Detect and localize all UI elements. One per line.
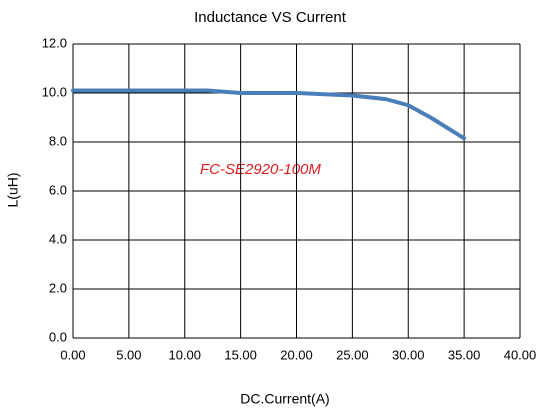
x-tick-label: 40.00 bbox=[504, 347, 537, 362]
line-series bbox=[71, 88, 467, 141]
x-tick-label: 30.00 bbox=[392, 347, 425, 362]
y-tick-label: 8.0 bbox=[49, 133, 67, 148]
x-tick-label: 15.00 bbox=[224, 347, 257, 362]
y-axis-label: L(uH) bbox=[5, 172, 21, 207]
y-tick-label: 2.0 bbox=[49, 280, 67, 295]
x-axis-label: DC.Current(A) bbox=[240, 391, 329, 407]
y-tick-label: 4.0 bbox=[49, 231, 67, 246]
x-tick-label: 35.00 bbox=[448, 347, 481, 362]
x-tick-label: 10.00 bbox=[168, 347, 201, 362]
y-tick-label: 0.0 bbox=[49, 329, 67, 344]
annotation: FC-SE2920-100M bbox=[200, 161, 321, 178]
x-tick-label: 25.00 bbox=[336, 347, 369, 362]
y-tick-label: 12.0 bbox=[42, 35, 67, 50]
y-tick-label: 6.0 bbox=[49, 182, 67, 197]
chart-title: Inductance VS Current bbox=[194, 9, 347, 26]
y-tick-label: 10.0 bbox=[42, 84, 67, 99]
x-tick-label: 20.00 bbox=[280, 347, 313, 362]
x-tick-label: 0.00 bbox=[60, 347, 85, 362]
x-tick-label: 5.00 bbox=[116, 347, 141, 362]
